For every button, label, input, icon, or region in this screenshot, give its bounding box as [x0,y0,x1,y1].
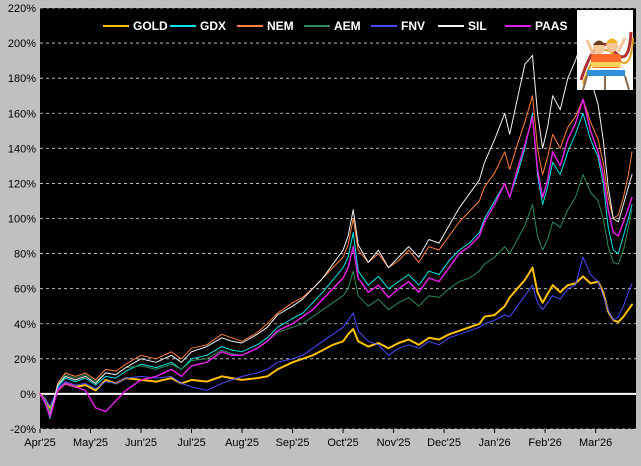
y-tick-label: 20% [14,354,36,366]
plot-area [40,8,636,429]
series-line-sil [39,37,633,416]
y-tick-label: 160% [8,108,36,120]
legend-label: NEM [267,19,294,33]
x-tick-label: Jan'26 [479,437,511,449]
y-tick-label: 120% [8,178,36,190]
series-layer [39,37,633,419]
series-line-gdx [39,112,633,419]
x-tick-label: Nov'25 [377,437,411,449]
x-tick-label: Apr'25 [24,437,55,449]
x-tick-label: Jun'25 [125,437,157,449]
y-tick-label: 200% [8,38,36,50]
y-tick-label: 60% [14,284,36,296]
x-tick-label: Jul'25 [177,437,205,449]
x-tick-label: Mar'26 [579,437,612,449]
grid-layer [40,7,636,430]
legend-label: FNV [401,19,425,33]
legend-item-fnv: FNV [371,19,425,33]
series-line-fnv [39,256,633,407]
y-tick-label: 220% [8,3,36,15]
legend-label: AEM [334,19,361,33]
legend-label: GDX [200,19,226,33]
series-line-nem [39,95,633,416]
x-tick-label: Oct'25 [327,437,358,449]
series-line-paas [39,98,633,418]
legend-item-nem: NEM [237,19,294,33]
y-tick-label: 80% [14,249,36,261]
x-tick-label: Feb'26 [528,437,561,449]
series-line-gold [39,266,633,409]
rollercoaster-cartoon-icon [577,10,634,91]
y-tick-label: 180% [8,73,36,85]
x-tick-label: Aug'25 [225,437,259,449]
y-tick-label: 0% [20,389,36,401]
x-tick-label: Dec'25 [427,437,461,449]
legend-item-gdx: GDX [170,19,226,33]
legend-item-aem: AEM [304,19,361,33]
legend-label: PAAS [535,19,567,33]
y-tick-label: 40% [14,319,36,331]
legend-item-sil: SIL [438,19,487,33]
legend-label: GOLD [133,19,168,33]
legend-item-gold: GOLD [103,19,168,33]
y-tick-label: -20% [10,424,36,436]
legend-label: SIL [468,19,487,33]
axis-layer: -20% 0% 20% 40% 60% 80% 100% 120% 140% 160% 180% 20… [8,3,612,449]
y-tick-label: 100% [8,214,36,226]
y-tick-label: 140% [8,143,36,155]
x-tick-label: Sep'25 [276,437,310,449]
series-line-aem [39,174,633,412]
legend-item-paas: PAAS [505,19,567,33]
x-tick-label: May'25 [73,437,108,449]
legend: GOLD GDX NEM AEM FNV SIL PAAS [103,19,567,33]
